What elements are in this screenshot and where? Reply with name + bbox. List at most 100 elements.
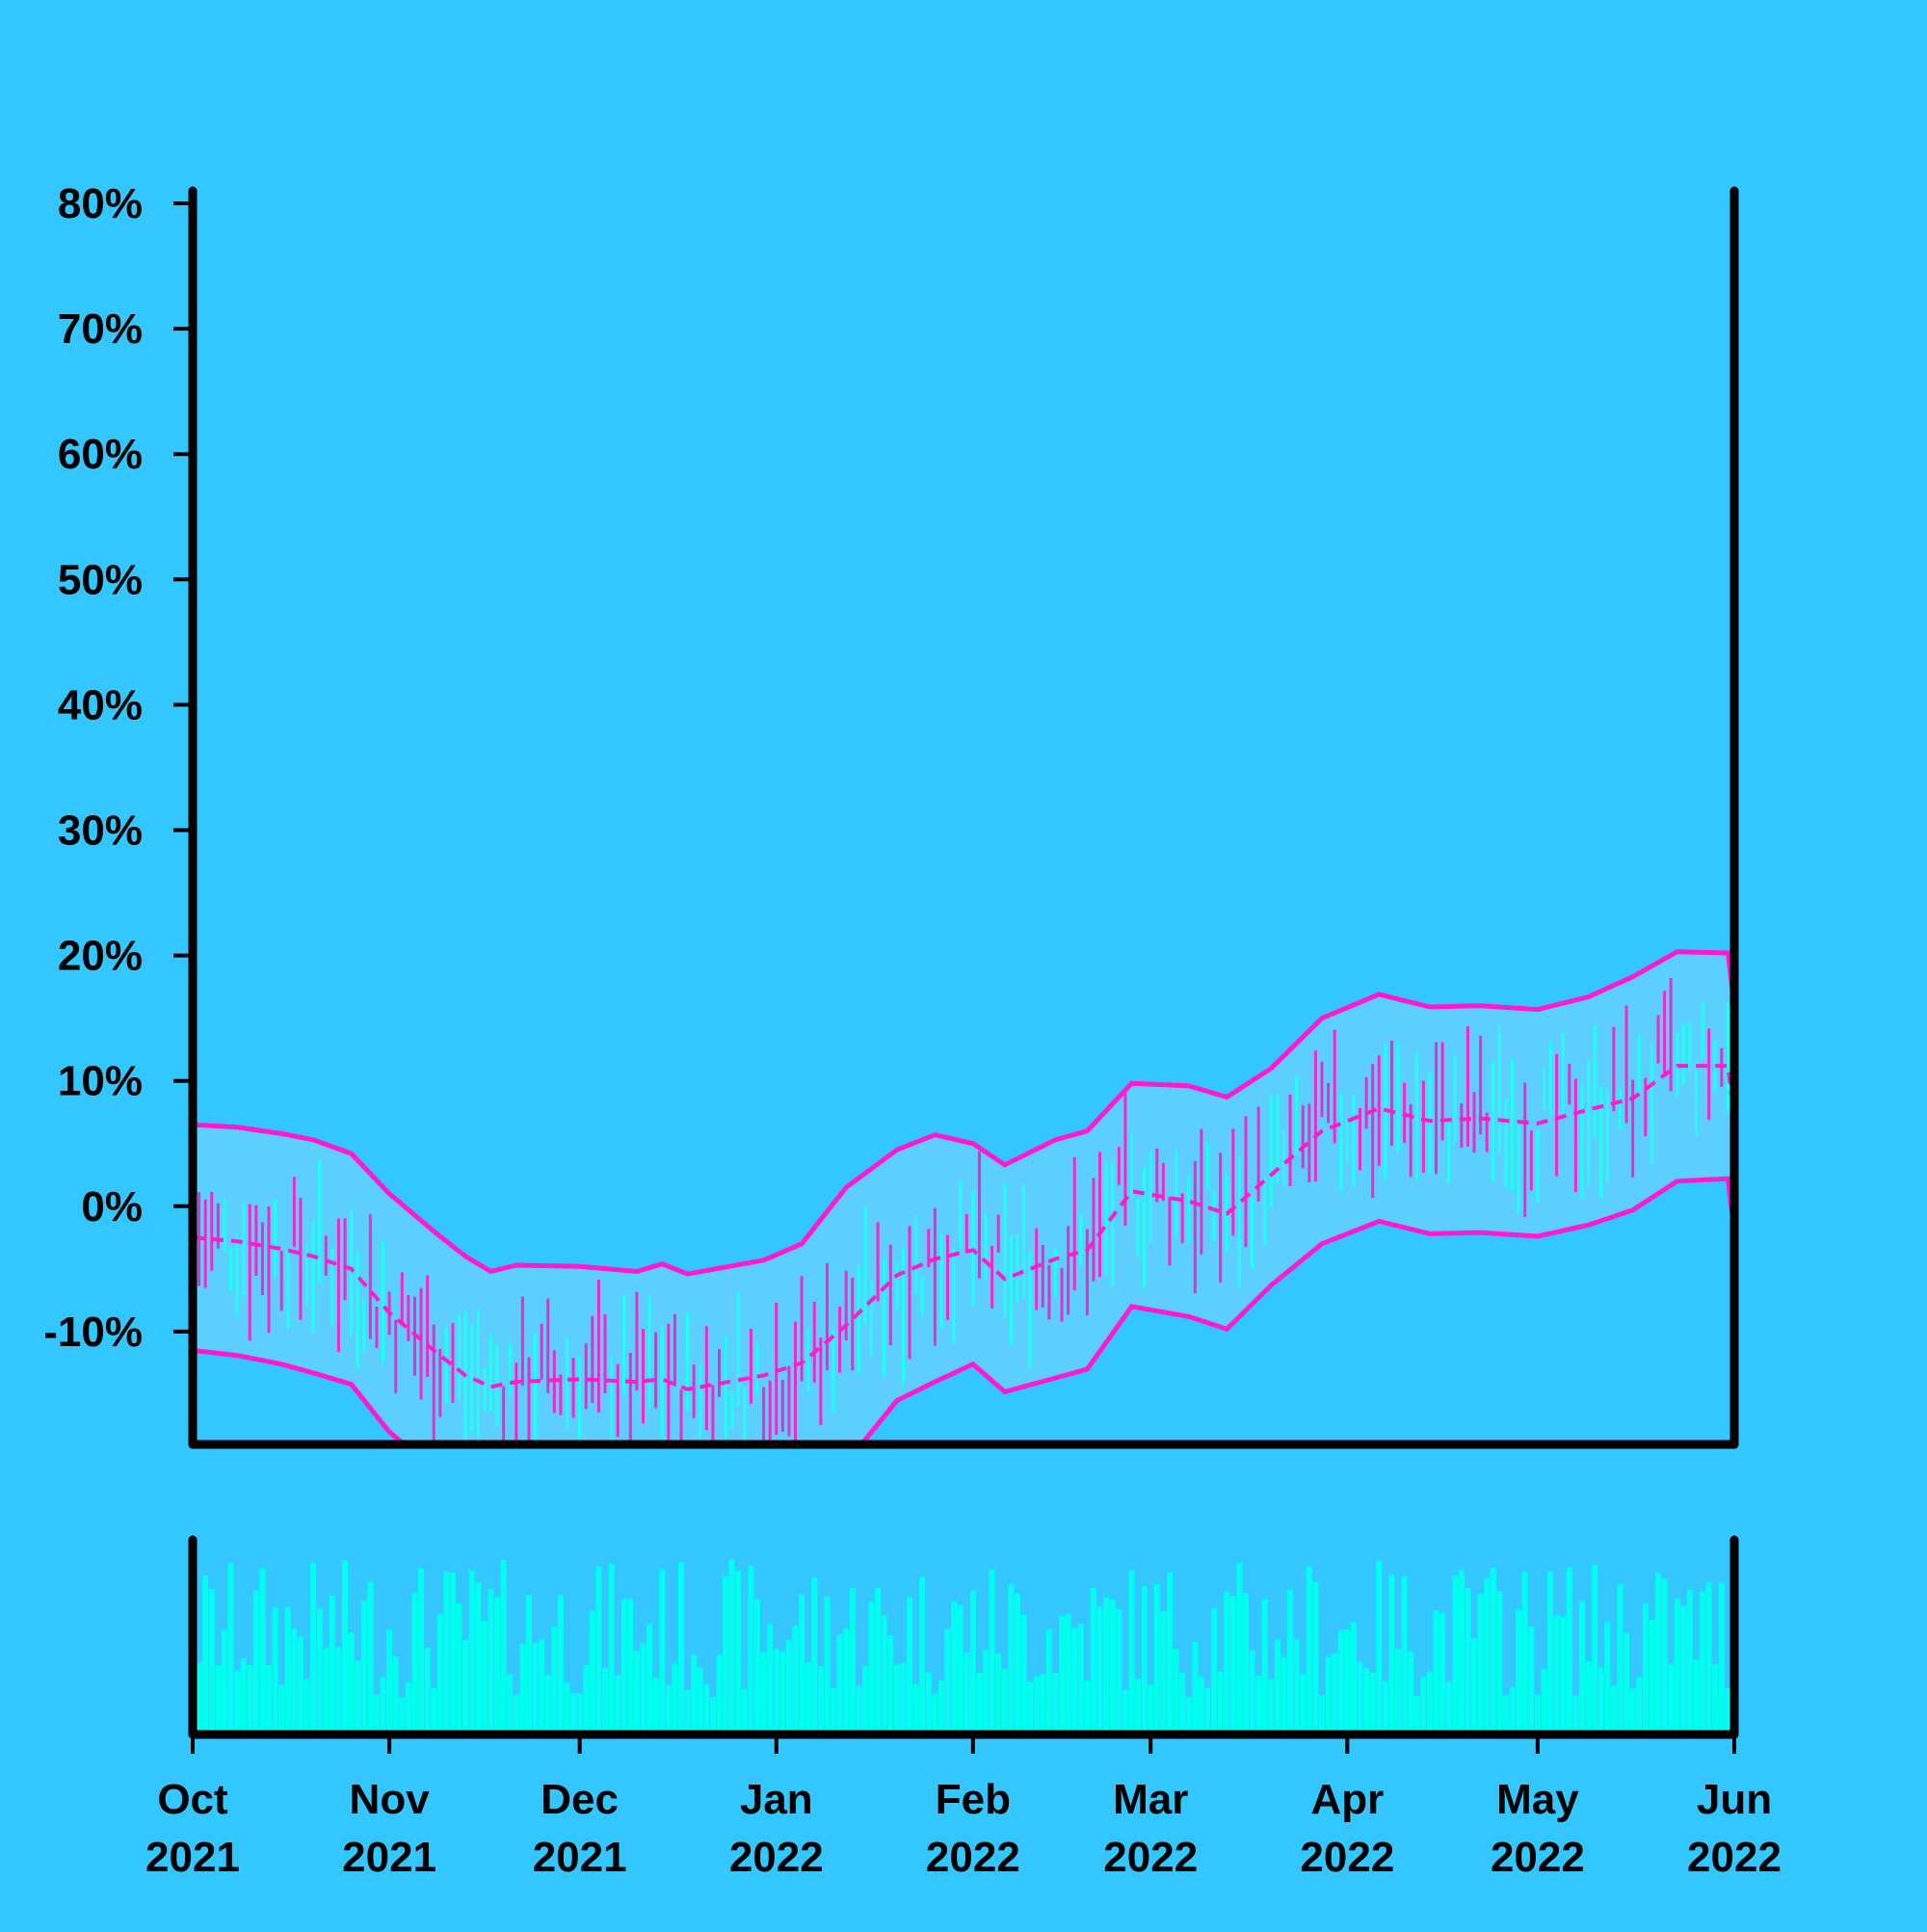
volume-bar: [805, 1661, 811, 1734]
volume-bar: [551, 1627, 558, 1734]
volume-bar: [1553, 1615, 1560, 1734]
volume-bar: [1439, 1612, 1446, 1734]
y-tick-label: 0%: [81, 1183, 143, 1231]
volume-bar: [697, 1667, 703, 1734]
volume-bar: [1636, 1676, 1643, 1734]
volume-bar: [836, 1634, 843, 1734]
volume-bar: [703, 1684, 710, 1734]
volume-bar: [976, 1673, 983, 1734]
volume-bar: [266, 1664, 273, 1734]
volume-bar: [1059, 1615, 1066, 1734]
volume-bar: [944, 1628, 951, 1734]
volume-bar: [709, 1697, 716, 1734]
volume-bar: [310, 1563, 317, 1734]
volume-bar: [355, 1660, 361, 1734]
volume-bar: [1350, 1622, 1357, 1734]
volume-bar: [525, 1595, 532, 1734]
x-tick-label-year: 2021: [533, 1834, 627, 1881]
volume-bar: [735, 1571, 742, 1734]
volume-bar: [532, 1642, 539, 1734]
volume-bar: [989, 1569, 995, 1734]
volume-bar: [1217, 1671, 1224, 1734]
volume-bar: [831, 1687, 837, 1734]
volume-bar: [304, 1679, 310, 1734]
volume-bar: [1661, 1578, 1668, 1734]
volume-bar: [1357, 1661, 1363, 1734]
volume-bar: [1337, 1629, 1344, 1734]
volume-bar: [329, 1595, 335, 1734]
volume-bar: [424, 1647, 431, 1734]
volume-bar: [1680, 1605, 1687, 1734]
volume-bar: [907, 1597, 913, 1734]
volume-bar: [868, 1601, 875, 1734]
volume-bar: [1027, 1681, 1034, 1734]
volume-bar: [1014, 1593, 1020, 1734]
x-tick-label-month: Mar: [1113, 1776, 1188, 1823]
volume-bar: [1388, 1575, 1395, 1734]
volume-bar: [1426, 1671, 1433, 1734]
volume-bar: [677, 1561, 684, 1734]
volume-bar: [843, 1628, 850, 1734]
volume-bar: [284, 1607, 291, 1734]
volume-bar: [519, 1643, 526, 1734]
volume-bar: [544, 1675, 551, 1734]
volume-bar: [995, 1654, 1002, 1734]
volume-bar: [475, 1582, 482, 1734]
volume-bar: [1560, 1616, 1567, 1734]
volume-bar: [1490, 1567, 1496, 1734]
volume-bar: [754, 1599, 761, 1734]
volume-bar: [1712, 1664, 1719, 1734]
volume-bar: [1674, 1598, 1680, 1734]
volume-bar: [1534, 1694, 1541, 1734]
volume-bar: [925, 1672, 932, 1734]
volume-bar: [1363, 1667, 1370, 1734]
volume-bar: [411, 1592, 418, 1734]
volume-bar: [849, 1588, 856, 1734]
volume-bar: [1471, 1638, 1478, 1734]
volume-bar: [1376, 1560, 1383, 1734]
volume-bar: [1319, 1695, 1326, 1734]
x-tick-label-year: 2022: [729, 1834, 824, 1881]
x-tick-label-month: Jan: [740, 1776, 813, 1823]
volume-bar: [773, 1648, 779, 1734]
volume-bar: [799, 1595, 805, 1734]
volume-bar: [875, 1587, 882, 1734]
volume-bar: [1572, 1695, 1579, 1734]
price-plot-area: [193, 949, 1734, 1444]
volume-bar: [1312, 1581, 1319, 1734]
volume-bar: [633, 1651, 640, 1734]
volume-bar: [1160, 1611, 1167, 1734]
volume-bar: [1718, 1582, 1725, 1734]
volume-bar: [1229, 1596, 1236, 1734]
x-tick-label-year: 2022: [1687, 1834, 1782, 1881]
volume-bar: [252, 1590, 259, 1734]
x-tick-label-year: 2022: [926, 1834, 1020, 1881]
volume-bar: [1413, 1696, 1420, 1734]
volume-bar: [1484, 1577, 1491, 1734]
volume-bar: [1008, 1584, 1015, 1734]
volume-bar: [1325, 1656, 1332, 1734]
volume-bar: [539, 1639, 545, 1734]
volume-bar: [367, 1582, 374, 1734]
volume-bar: [1452, 1575, 1459, 1734]
volume-bar: [278, 1684, 285, 1734]
volume-bar: [221, 1629, 227, 1734]
volume-bar: [1458, 1569, 1465, 1734]
volume-bar: [1204, 1687, 1211, 1734]
volume-bar: [937, 1681, 944, 1734]
volume-bar: [627, 1599, 634, 1734]
volume-bar: [1445, 1681, 1452, 1734]
volume-bar: [767, 1623, 774, 1734]
volume-bar: [1668, 1663, 1675, 1734]
volume-bar: [1148, 1683, 1154, 1734]
volume-bar: [1122, 1689, 1128, 1734]
volume-bar: [601, 1668, 608, 1734]
volume-bar: [1166, 1572, 1173, 1734]
volume-bar: [208, 1589, 215, 1734]
candles: [198, 977, 1729, 1444]
volume-bar: [443, 1572, 450, 1734]
volume-bar: [1597, 1667, 1604, 1734]
volume-bar: [373, 1694, 380, 1734]
volume-bar: [481, 1620, 488, 1734]
